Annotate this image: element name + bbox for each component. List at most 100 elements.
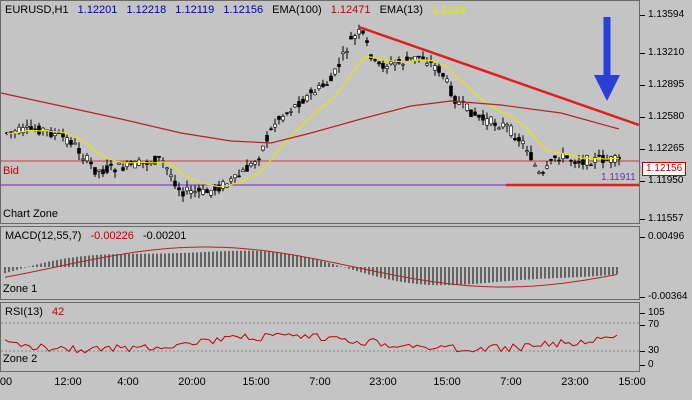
price-tick: 1.11557	[639, 213, 684, 224]
current-price-badge: 1.12156	[642, 162, 687, 176]
candle-body	[289, 111, 293, 113]
candle-body	[237, 175, 241, 178]
price-header: EURUSD,H1 1.12201 1.12218 1.12119 1.1215…	[5, 4, 472, 16]
candle-body	[421, 56, 425, 60]
price-tick: 1.13210	[639, 47, 685, 58]
candle-body	[25, 125, 29, 128]
candle-body	[361, 30, 365, 34]
ema13-label: EMA(13)	[379, 4, 423, 16]
candle-body	[245, 165, 249, 172]
time-tick: 15:00	[433, 376, 461, 388]
candle-body	[521, 140, 525, 144]
candle-body	[81, 158, 85, 161]
open-value: 1.12201	[77, 4, 118, 16]
time-tick: 4:00	[117, 376, 139, 388]
candle-body	[465, 103, 469, 111]
candle-body	[73, 142, 77, 145]
candle-body	[441, 73, 445, 77]
candle-body	[589, 164, 593, 167]
macd-tick: -0.00364	[639, 291, 688, 302]
candle-body	[493, 122, 497, 126]
candle-body	[169, 174, 173, 177]
candle-body	[481, 114, 485, 121]
candle-body	[261, 145, 265, 151]
rsi-pane[interactable]: RSI(13) 42 Zone 2	[0, 302, 640, 372]
candle-body	[17, 126, 21, 134]
candle-body	[593, 157, 597, 163]
candle-body	[165, 167, 169, 170]
candle-body	[385, 66, 389, 69]
candle-body	[473, 111, 477, 116]
candle-body	[337, 64, 341, 68]
candle-body	[377, 61, 381, 65]
candle-body	[353, 35, 357, 39]
candle-body	[125, 161, 129, 167]
candle-body	[425, 63, 429, 66]
candle-body	[153, 155, 157, 165]
macd-signal-line	[4, 246, 618, 288]
candle-body	[221, 181, 225, 189]
candle-body	[177, 187, 181, 191]
price-chart-pane[interactable]: EURUSD,H1 1.12201 1.12218 1.12119 1.1215…	[0, 0, 640, 224]
macd-zone-label: Zone 1	[3, 283, 38, 295]
candle-body	[349, 35, 353, 40]
price-tick: 1.12265	[639, 143, 685, 154]
candle-body	[545, 165, 549, 169]
rsi-zone-label: Zone 2	[3, 353, 38, 365]
resistance-trendline	[358, 25, 639, 127]
candle-body	[393, 62, 397, 66]
candle-body	[297, 101, 301, 108]
candle-body	[317, 85, 321, 89]
candle-body	[561, 153, 565, 160]
candle-body	[373, 59, 377, 61]
candle-body	[305, 95, 309, 102]
candle-body	[505, 124, 509, 127]
symbol-label: EURUSD,H1	[5, 4, 69, 16]
rsi-tick: 70	[639, 319, 660, 330]
candle-body	[181, 191, 185, 197]
candle-body	[117, 162, 121, 165]
candle-body	[93, 167, 97, 175]
candle-body	[61, 132, 65, 138]
candle-body	[329, 75, 333, 82]
candle-body	[445, 78, 449, 83]
candle-body	[577, 161, 581, 164]
rsi-tick: 105	[640, 307, 665, 318]
ema13-line	[6, 56, 620, 188]
candle-body	[477, 114, 481, 118]
rsi-axis: 105 70 30 0	[639, 302, 692, 372]
macd-header: MACD(12,55,7) -0.00226 -0.00201	[5, 230, 192, 242]
candle-body	[173, 180, 177, 187]
candle-body	[581, 159, 585, 165]
macd-label: MACD(12,55,7)	[5, 230, 82, 242]
price-chart-canvas	[1, 17, 639, 202]
candle-body	[553, 155, 557, 158]
time-tick: 7:00	[500, 376, 522, 388]
candle-body	[49, 130, 53, 138]
candle-body	[433, 65, 437, 71]
candle-body	[537, 171, 541, 174]
rsi-header: RSI(13) 42	[5, 306, 70, 318]
candle-body	[609, 156, 613, 163]
candle-body	[585, 155, 589, 166]
candle-body	[197, 187, 201, 192]
support-price-label: 1.11911	[601, 172, 636, 183]
ema100-value: 1.12471	[330, 4, 371, 16]
candle-body	[453, 96, 457, 104]
ema100-line	[1, 92, 620, 144]
candle-body	[277, 116, 281, 120]
candle-body	[569, 160, 573, 162]
low-value: 1.12119	[175, 4, 215, 16]
candle-body	[457, 101, 461, 105]
candle-body	[193, 191, 197, 193]
candle-body	[269, 128, 273, 131]
candle-body	[401, 63, 405, 66]
macd-pane[interactable]: MACD(12,55,7) -0.00226 -0.00201 Zone 1	[0, 226, 640, 300]
rsi-value: 42	[51, 306, 65, 318]
candle-body	[209, 190, 213, 196]
candle-body	[429, 61, 433, 63]
candle-body	[417, 55, 421, 58]
price-tick: 1.12895	[639, 79, 685, 90]
macd-value-signal: -0.00201	[142, 230, 187, 242]
time-tick: 12:00	[54, 376, 82, 388]
